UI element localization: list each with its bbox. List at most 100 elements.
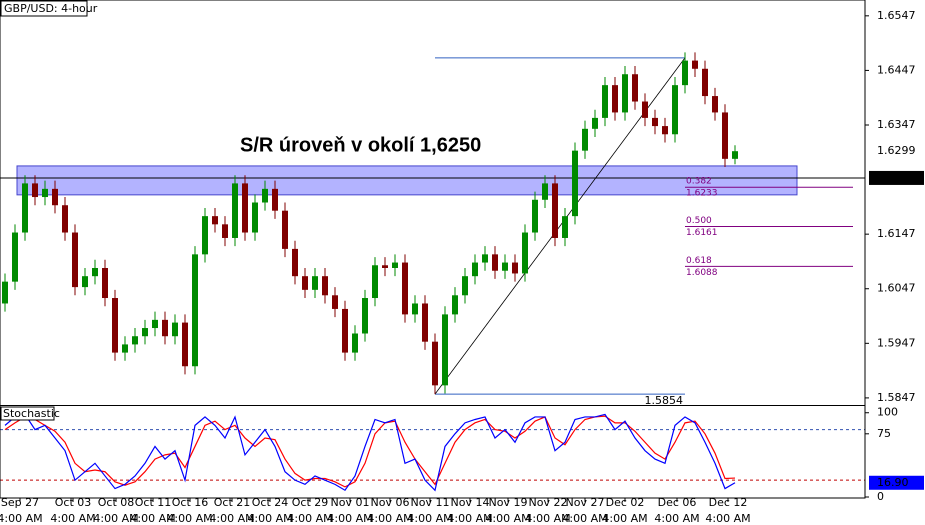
y-tick-label: 1.6347 [877, 118, 916, 131]
candle-body [272, 188, 278, 211]
stoch-title-box [0, 406, 55, 421]
x-tick-label: Oct 11 [135, 496, 172, 509]
x-tick-time: 4:00 AM [562, 512, 607, 525]
candle-body [292, 248, 298, 277]
stoch-tick-label: 75 [877, 427, 891, 440]
x-tick-time: 4:00 AM [93, 512, 138, 525]
x-tick-time: 4:00 AM [167, 512, 212, 525]
x-tick-time: 4:00 AM [247, 512, 292, 525]
candle-body [392, 262, 398, 268]
candle-body [182, 322, 188, 367]
candle-body [282, 210, 288, 249]
candle-body [262, 188, 268, 203]
y-tick-label: 1.6047 [877, 282, 916, 295]
x-tick-label: Dec 12 [709, 496, 748, 509]
candle-body [72, 232, 78, 288]
candle-body [382, 265, 388, 268]
chart-title: GBP/USD: 4-hour [4, 2, 98, 15]
candle-body [202, 216, 208, 255]
x-tick-time: 4:00 AM [654, 512, 699, 525]
fib-price: 1.6233 [686, 189, 718, 199]
candle-body [312, 276, 318, 290]
x-tick-label: Nov 11 [411, 496, 450, 509]
stoch-value-box [869, 475, 924, 490]
frame [0, 0, 866, 499]
title-box [0, 0, 88, 17]
candle-body [572, 150, 578, 217]
candle-body [592, 117, 598, 129]
candle-body [502, 262, 508, 271]
candle-body [192, 254, 198, 367]
candle-body [42, 188, 48, 198]
candle-body [492, 254, 498, 271]
swing-low-label: 1.5854 [645, 394, 684, 407]
stoch-line [4, 415, 736, 488]
x-tick-time: 4:00 AM [485, 512, 530, 525]
x-tick-label: Oct 16 [172, 496, 209, 509]
x-tick-label: Nov 01 [331, 496, 370, 509]
candle-body [222, 224, 228, 238]
candle-body [612, 85, 618, 113]
x-tick-label: Oct 21 [214, 496, 251, 509]
candle-body [422, 303, 428, 342]
x-tick-time: 4:00 AM [50, 512, 95, 525]
candle-body [12, 232, 18, 282]
candle-body [542, 183, 548, 200]
x-tick-label: Dec 06 [658, 496, 697, 509]
candle-body [102, 267, 108, 299]
candle-body [632, 74, 638, 102]
candle-body [62, 205, 68, 233]
candle-body [302, 276, 308, 290]
x-tick-label: Nov 19 [489, 496, 528, 509]
sr-level-label: 1.6250 [877, 171, 916, 184]
candle-body [2, 281, 8, 304]
candle-body [252, 202, 258, 233]
sr-level-label-box [869, 170, 924, 185]
candle-body [722, 112, 728, 159]
candle-body [112, 298, 118, 353]
candle-body [442, 314, 448, 386]
x-tick-label: Nov 06 [371, 496, 410, 509]
candle-body [342, 308, 348, 353]
candle-body [712, 96, 718, 113]
candle-body [412, 303, 418, 315]
fib-ratio: 0.618 [686, 256, 712, 266]
y-tick-label: 1.6447 [877, 63, 916, 76]
x-tick-time: 4:00 AM [447, 512, 492, 525]
candle-body [362, 298, 368, 334]
candle-body [172, 322, 178, 337]
x-tick-time: 4:00 AM [602, 512, 647, 525]
candle-body [402, 262, 408, 315]
y-tick-label: 1.5847 [877, 391, 916, 404]
x-tick-time: 4:00 AM [130, 512, 175, 525]
y-tick-label: 1.5947 [877, 336, 916, 349]
stoch-title: Stochastic [3, 407, 60, 420]
candle-body [162, 319, 168, 337]
candle-body [92, 267, 98, 277]
candle-body [462, 276, 468, 296]
candle-body [332, 295, 338, 309]
x-tick-time: 4:00 AM [525, 512, 570, 525]
candle-body [562, 216, 568, 238]
candle-body [622, 74, 628, 113]
candle-body [132, 336, 138, 345]
candle-body [372, 265, 378, 299]
candle-body [212, 216, 218, 225]
candle-body [532, 199, 538, 233]
candle-body [322, 276, 328, 296]
x-tick-time: 4:00 AM [327, 512, 372, 525]
x-tick-time: 4:00 AM [407, 512, 452, 525]
candle-body [522, 232, 528, 274]
fib-price: 1.6088 [686, 268, 718, 278]
candle-body [662, 126, 668, 135]
current-price: 1.6299 [877, 144, 916, 157]
candle-body [472, 262, 478, 277]
candle-body [692, 60, 698, 69]
stoch-line [4, 413, 736, 492]
candle-body [142, 328, 148, 337]
candle-body [642, 101, 648, 118]
x-tick-time: 4:00 AM [0, 512, 43, 525]
candle-body [732, 151, 738, 159]
candle-body [82, 276, 88, 288]
